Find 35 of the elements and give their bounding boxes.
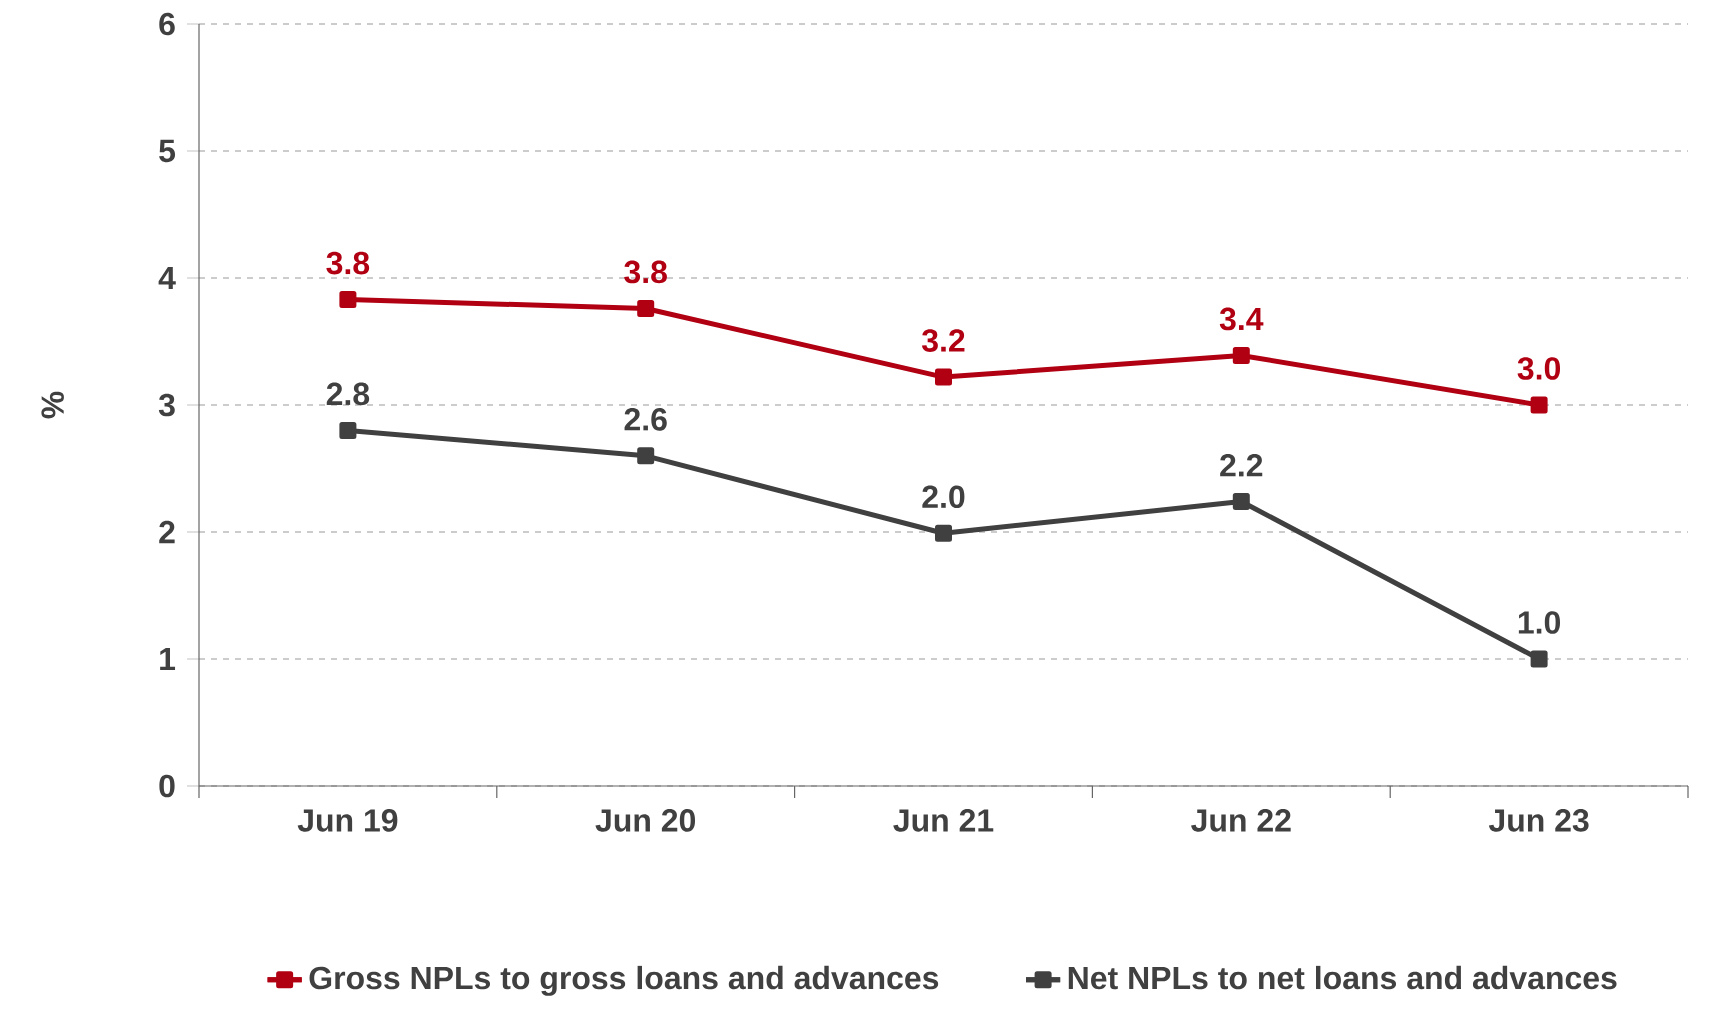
data-label: 2.6 [624, 407, 667, 431]
data-label: 1.0 [1518, 611, 1561, 634]
y-tick-label: 0 [159, 774, 175, 798]
data-label: 3.8 [624, 260, 667, 284]
y-tick-label: 3 [158, 393, 175, 417]
y-tick-label: 5 [159, 139, 176, 163]
point [935, 524, 952, 542]
point [935, 368, 952, 386]
x-tick-label: Jun 23 [1488, 809, 1589, 832]
legend-label: Net NPLs to net loans and advances [1068, 965, 1617, 990]
point [339, 291, 357, 309]
x-tick-label: Jun 21 [893, 809, 994, 832]
data-label: 2.8 [326, 382, 370, 406]
point [339, 421, 357, 439]
y-tick-label: 6 [159, 12, 175, 36]
y-tick-label: 2 [159, 520, 175, 544]
point [637, 447, 655, 465]
data-label: 3.8 [326, 251, 370, 275]
point [1530, 396, 1548, 414]
point [1232, 346, 1250, 364]
data-label: 2.2 [1220, 454, 1263, 477]
data-label: 2.0 [922, 485, 965, 509]
data-label: 3.0 [1517, 357, 1561, 380]
y-tick-label: 1 [160, 647, 176, 671]
point [1530, 650, 1548, 668]
data-label: 3.2 [921, 329, 965, 352]
point [1232, 493, 1250, 511]
y-tick-label: 4 [158, 266, 176, 290]
y-axis-title: % [41, 391, 64, 419]
x-tick-label: Jun 20 [595, 809, 696, 832]
x-tick-label: Jun 22 [1191, 809, 1291, 832]
point [637, 299, 655, 317]
x-tick-label: Jun 19 [297, 809, 398, 832]
data-label: 3.4 [1219, 307, 1264, 331]
legend-label: Gross NPLs to gross loans and advances [309, 965, 939, 996]
